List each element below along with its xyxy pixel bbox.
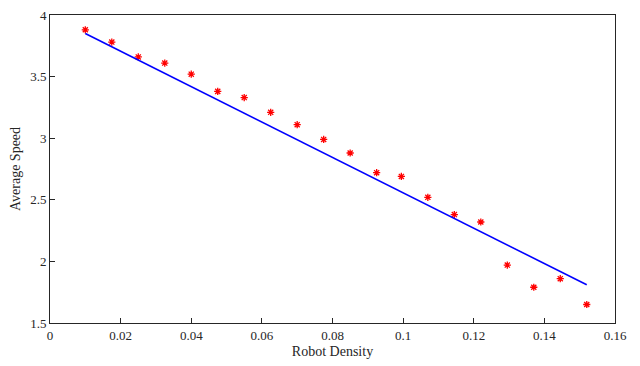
svg-text:0.1: 0.1 bbox=[395, 328, 411, 343]
svg-text:Robot Density: Robot Density bbox=[292, 344, 373, 359]
svg-text:0.16: 0.16 bbox=[604, 328, 627, 343]
svg-text:1.5: 1.5 bbox=[30, 316, 46, 331]
svg-text:3: 3 bbox=[40, 131, 47, 146]
svg-text:4: 4 bbox=[40, 8, 47, 23]
svg-text:Average Speed: Average Speed bbox=[8, 127, 23, 211]
svg-text:3.5: 3.5 bbox=[30, 69, 46, 84]
svg-text:0.04: 0.04 bbox=[180, 328, 203, 343]
svg-text:0: 0 bbox=[47, 328, 54, 343]
svg-text:0.08: 0.08 bbox=[321, 328, 344, 343]
svg-text:0.12: 0.12 bbox=[462, 328, 485, 343]
svg-text:0.14: 0.14 bbox=[533, 328, 556, 343]
svg-text:2: 2 bbox=[40, 254, 47, 269]
svg-text:0.06: 0.06 bbox=[251, 328, 274, 343]
svg-text:2.5: 2.5 bbox=[30, 192, 46, 207]
svg-text:0.02: 0.02 bbox=[109, 328, 132, 343]
